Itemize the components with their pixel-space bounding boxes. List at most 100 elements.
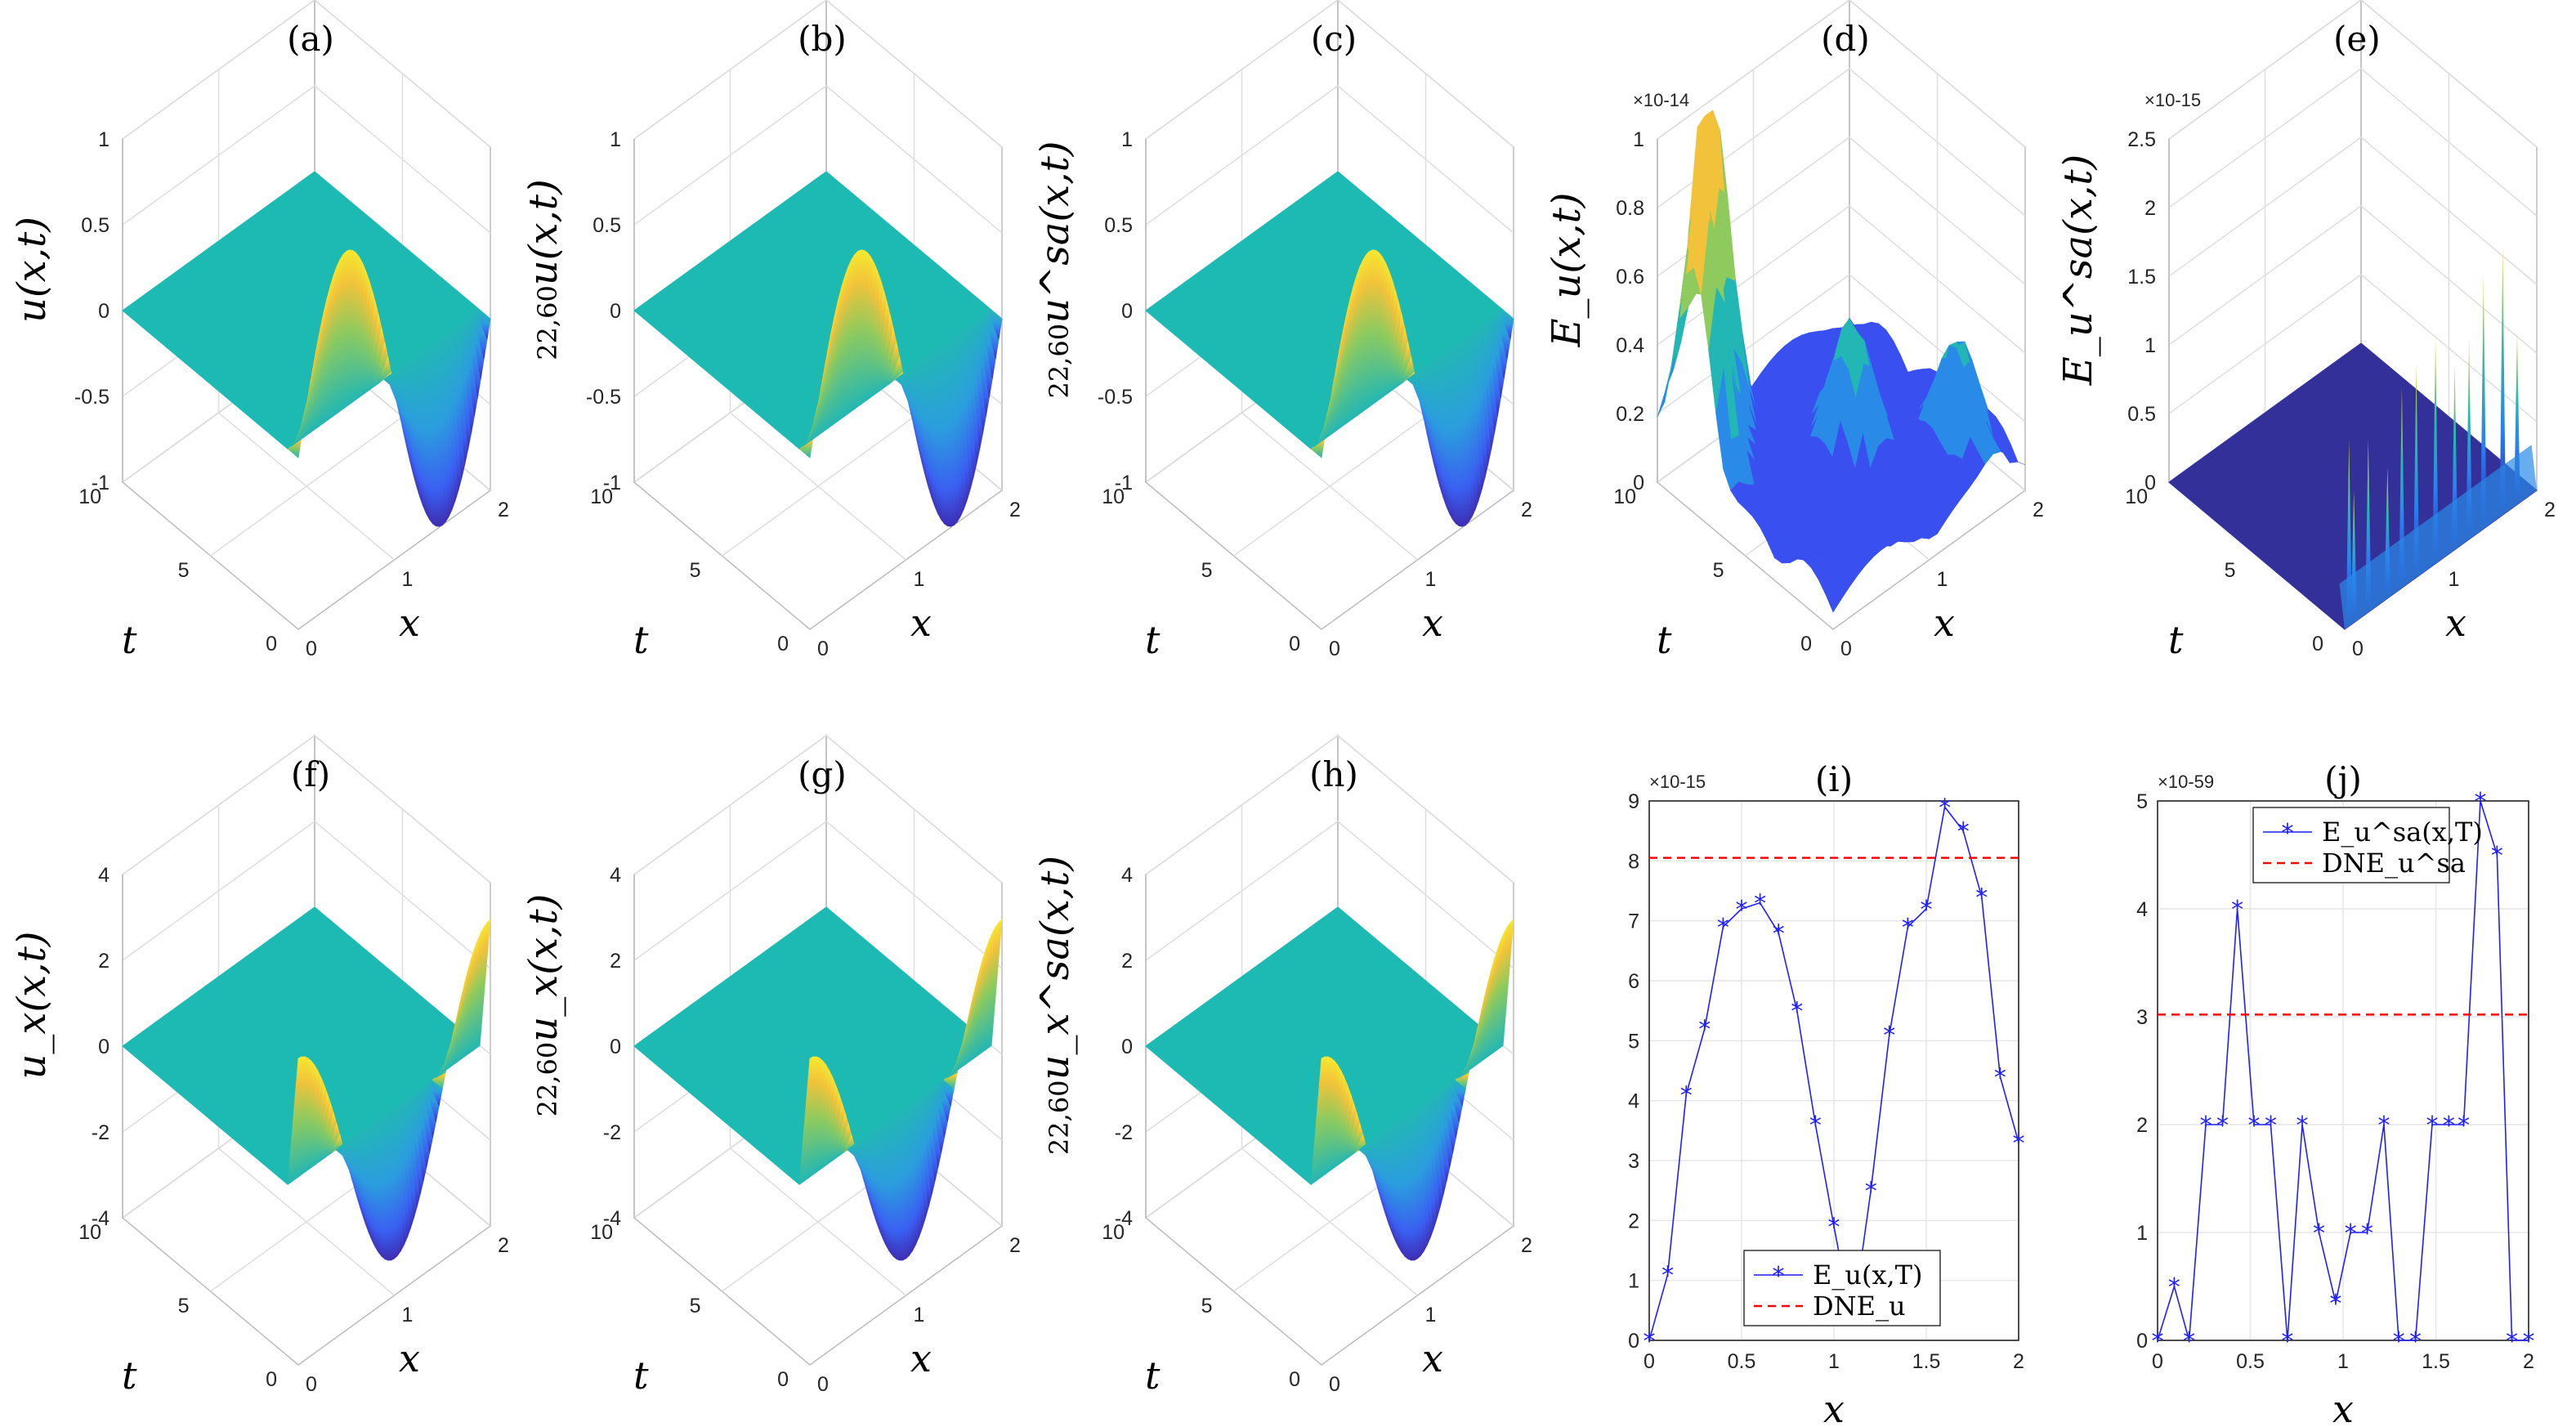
- star-marker: *: [2329, 1290, 2341, 1318]
- x-tick-label: 2: [2033, 499, 2044, 521]
- star-marker: *: [1717, 914, 1729, 942]
- z-gridline: [2168, 136, 2538, 285]
- star-marker: *: [2296, 1112, 2309, 1140]
- axis-multiplier: ×10-59: [2158, 772, 2214, 792]
- x-tick-label: 1: [402, 568, 414, 591]
- t-tick-label: 0: [266, 1368, 277, 1391]
- z-gridline: [2168, 274, 2538, 423]
- surface-negative-lobe: [427, 1080, 443, 1107]
- z-gridline: [633, 735, 1003, 883]
- x-tick-label: 2: [1521, 1234, 1532, 1257]
- x-gridline: [1241, 69, 1418, 561]
- z-axis-label: E_u(x,t): [1544, 192, 1590, 347]
- x-tick-label: 2: [1009, 1234, 1021, 1257]
- z-gridline: [1145, 735, 1514, 883]
- surface-positive-lobe: [476, 919, 491, 1049]
- legend-box: [2252, 807, 2450, 883]
- star-marker: *: [2361, 1219, 2373, 1248]
- star-marker: *: [1994, 1063, 2006, 1092]
- t-tick-label: 5: [178, 1295, 190, 1317]
- z-tick-label: 1: [2144, 334, 2156, 357]
- z-tick-label: 0: [1121, 300, 1133, 323]
- z-axis-label-prefix: 22,60: [532, 1042, 563, 1117]
- x-tick-label: 0.5: [1728, 1350, 1756, 1373]
- z-tick-label: 2: [2144, 197, 2156, 220]
- x-tick-label: 2: [2523, 1350, 2534, 1373]
- z-axis-label: 22,60u_x^sa(x,t): [1032, 856, 1078, 1155]
- legend-label: E_u^sa(x,T): [2322, 816, 2483, 848]
- t-tick-label: 5: [1201, 1295, 1213, 1317]
- star-marker: *: [2200, 1112, 2212, 1140]
- z-tick-label: 0.4: [1616, 334, 1644, 357]
- z-axis-label-text: u_x(x,t): [521, 894, 566, 1042]
- x-tick-label: 0: [817, 1373, 829, 1396]
- x-tick-label: 0: [306, 1373, 317, 1396]
- legend-label: E_u(x,T): [1813, 1259, 1923, 1291]
- x-tick-label: 0: [2352, 637, 2364, 660]
- z-tick-label: 0: [98, 1036, 110, 1058]
- t-tick-label: 0: [1289, 633, 1300, 655]
- y-tick-label: 0: [1628, 1330, 1639, 1353]
- z-axis-label: u_x(x,t): [9, 931, 55, 1079]
- y-tick-label: 5: [1628, 1030, 1639, 1053]
- z-tick-label: -0.5: [1098, 386, 1133, 409]
- star-marker: *: [2393, 1327, 2405, 1356]
- star-marker: *: [2409, 1327, 2422, 1356]
- z-tick-label: 2: [98, 950, 110, 973]
- z-axis-label-group: E_u(x,t): [1544, 192, 1590, 347]
- panel-title: (b): [798, 19, 847, 59]
- z-gridline: [633, 85, 1003, 234]
- t-axis-label: t: [122, 1353, 137, 1398]
- z-axis-label-text: u_x^sa(x,t): [1032, 856, 1078, 1080]
- star-marker: *: [1809, 1112, 1822, 1140]
- panel-g: -4 -2 0 2 4 0 1 2 0 5 10 x t (g) 22,60u_x(x,t): [521, 734, 1021, 1398]
- axis-multiplier: ×10-15: [1649, 772, 1706, 792]
- z-tick-label: 2: [610, 950, 621, 973]
- x-tick-label: 1: [1828, 1350, 1840, 1373]
- z-gridline: [1145, 0, 1514, 148]
- error-surface-cell: [2010, 461, 2026, 465]
- z-gridline: [1657, 0, 2026, 148]
- x-gridline: [729, 805, 906, 1296]
- t-tick-label: 5: [1201, 559, 1213, 582]
- z-axis-label-text: u^sa(x,t): [1032, 141, 1078, 323]
- z-gridline: [2168, 205, 2538, 354]
- x-tick-label: 0: [2152, 1350, 2163, 1373]
- panel-e: 0 0.5 1 1.5 2 2.5 0 1 2 0 5 10 x t (e) ×10-15 E_u^sa(x,t…: [2055, 0, 2556, 662]
- z-axis-label-group: 22,60u(x,t): [521, 179, 566, 360]
- z-tick-label: 1: [1633, 128, 1644, 151]
- y-tick-label: 1: [2136, 1222, 2148, 1245]
- z-tick-label: -4: [603, 1207, 621, 1230]
- y-tick-label: 9: [1628, 790, 1639, 813]
- front-ridge: [2339, 445, 2537, 629]
- x-tick-label: 2: [498, 1234, 509, 1257]
- t-axis-label: t: [1145, 618, 1161, 662]
- z-axis-label: 22,60u(x,t): [521, 179, 566, 360]
- x-tick-label: 0.5: [2236, 1350, 2265, 1373]
- x-tick-label: 1: [1425, 1304, 1437, 1326]
- x-tick-label: 0: [817, 637, 829, 660]
- z-gridline: [2168, 68, 2538, 217]
- z-gridline: [122, 85, 491, 234]
- t-tick-label: 0: [1289, 1368, 1300, 1391]
- panel-f: -4 -2 0 2 4 0 1 2 0 5 10 x t (f) u_x(x,t): [9, 734, 509, 1398]
- star-marker: *: [1698, 1016, 1711, 1045]
- panel-title: (j): [2324, 759, 2362, 799]
- z-gridline: [1145, 821, 1514, 969]
- star-marker: *: [1939, 794, 1951, 822]
- x-gridline: [217, 69, 395, 561]
- x-tick-label: 2: [1521, 499, 1532, 521]
- error-spike: [2480, 273, 2487, 523]
- x-gridline: [729, 69, 906, 561]
- z-axis-label-prefix: 22,60: [1044, 1080, 1075, 1155]
- legend-label: DNE_u: [1813, 1291, 1906, 1322]
- star-marker: *: [2506, 1327, 2518, 1356]
- x-axis-label: x: [2332, 1387, 2354, 1427]
- z-tick-label: -2: [1115, 1121, 1133, 1144]
- t-tick-label: 10: [590, 1221, 613, 1244]
- star-marker: *: [1975, 883, 1988, 912]
- t-tick-label: 5: [1713, 559, 1724, 582]
- t-tick-label: 0: [777, 633, 789, 655]
